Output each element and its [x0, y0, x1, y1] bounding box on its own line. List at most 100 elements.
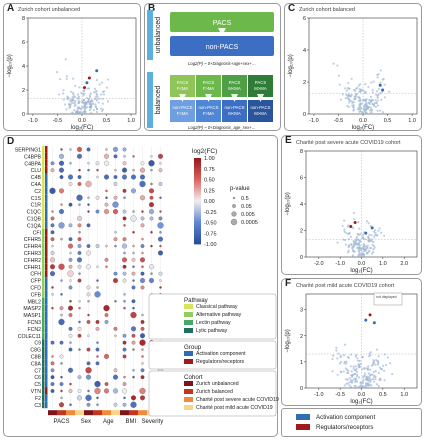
bubble: [77, 326, 82, 331]
bubble: [50, 230, 55, 235]
formula-1: Log2(P) ~ 0+Diagnosis+age+sex+…: [188, 61, 256, 66]
y-tick-label: 3: [300, 308, 303, 314]
row-label: C4BPB: [24, 154, 42, 160]
bubble: [158, 168, 163, 173]
colorbar-slice: [194, 199, 201, 202]
data-point: [361, 111, 365, 114]
y-axis-label: −log₁₀(p): [285, 329, 291, 352]
bubble: [87, 210, 90, 213]
data-point: [83, 104, 86, 108]
bubble: [131, 299, 136, 304]
x-tick-label: -0.5: [53, 118, 62, 124]
bubble: [77, 333, 82, 338]
data-point: [357, 376, 361, 379]
bubble: [86, 147, 91, 152]
y-tick-label: 2: [303, 80, 306, 86]
data-point: [362, 247, 365, 250]
colorbar-slice: [194, 202, 201, 205]
bubble: [95, 326, 100, 331]
row-label: CFI: [33, 230, 41, 236]
data-point: [377, 360, 380, 363]
bubble: [139, 180, 146, 188]
bubble: [104, 257, 109, 262]
grid-bottom-cell: [248, 100, 273, 122]
bubble: [121, 243, 128, 249]
x-tick-label: 0.5: [103, 118, 111, 124]
data-point: [358, 247, 361, 250]
bubble: [60, 389, 63, 393]
data-point: [358, 227, 361, 230]
y-tick-label: 4: [300, 202, 303, 208]
bubble: [148, 209, 155, 215]
x-tick-label: 0.5: [384, 118, 392, 124]
pathway-strip: [42, 318, 45, 326]
bubble: [94, 380, 101, 388]
data-point: [372, 251, 375, 254]
data-point: [352, 373, 355, 376]
bubble: [131, 257, 136, 262]
data-point: [344, 243, 348, 246]
legend-swatch: [184, 351, 193, 356]
data-point: [372, 230, 376, 233]
data-point: [70, 103, 73, 106]
grid-top-cell: [248, 75, 273, 97]
cohort-cell: [111, 410, 120, 416]
bubble: [141, 210, 144, 213]
group-strip: [45, 215, 48, 222]
bubble: [113, 182, 118, 186]
data-point: [88, 108, 92, 112]
bubble: [103, 174, 110, 180]
cohort-cell: [57, 410, 66, 416]
data-point: [370, 81, 373, 84]
bubble: [68, 223, 73, 228]
panel-f: F Charité post mild acute COVID19 cohort…: [281, 278, 422, 406]
colorbar-slice: [194, 216, 201, 219]
row-label: CLU: [31, 168, 42, 174]
data-point: [355, 380, 359, 383]
bubble: [104, 202, 109, 207]
bubble: [69, 403, 72, 406]
bubble: [77, 251, 82, 255]
data-point: [352, 367, 355, 370]
bubble: [121, 167, 128, 173]
colorbar-slice: [194, 173, 201, 176]
x-tick-label: 1.0: [127, 118, 135, 124]
data-point: [93, 87, 97, 91]
arrow-icon: [257, 94, 264, 102]
data-point: [357, 84, 360, 87]
row-label: C8A: [31, 361, 42, 367]
bubble: [122, 354, 127, 359]
data-point: [383, 83, 386, 86]
group-legend-swatch: [296, 414, 310, 420]
data-point: [382, 77, 385, 81]
data-point: [358, 239, 361, 242]
data-point: [90, 105, 93, 108]
data-point: [88, 94, 91, 97]
data-point: [345, 89, 349, 92]
data-point: [365, 112, 368, 115]
bubble: [85, 374, 92, 380]
colorbar-slice: [194, 201, 201, 203]
pathway-strip: [42, 242, 45, 250]
bubble: [95, 161, 100, 166]
data-point: [368, 355, 371, 358]
data-point: [95, 69, 99, 73]
data-point: [369, 351, 372, 354]
bubble: [105, 244, 108, 248]
colorbar-slice: [194, 213, 201, 216]
data-point: [354, 95, 357, 98]
data-point: [379, 69, 382, 72]
data-point: [368, 233, 371, 236]
bubble: [60, 148, 63, 151]
bubble: [69, 148, 72, 151]
legend-swatch: [184, 397, 193, 402]
data-point: [358, 251, 361, 254]
data-point: [391, 372, 394, 376]
data-point: [100, 110, 104, 113]
data-point: [365, 382, 368, 385]
bubble: [78, 231, 81, 234]
bubble: [150, 155, 153, 158]
data-point: [351, 227, 355, 230]
bubble: [68, 202, 73, 207]
bubble: [122, 237, 127, 242]
